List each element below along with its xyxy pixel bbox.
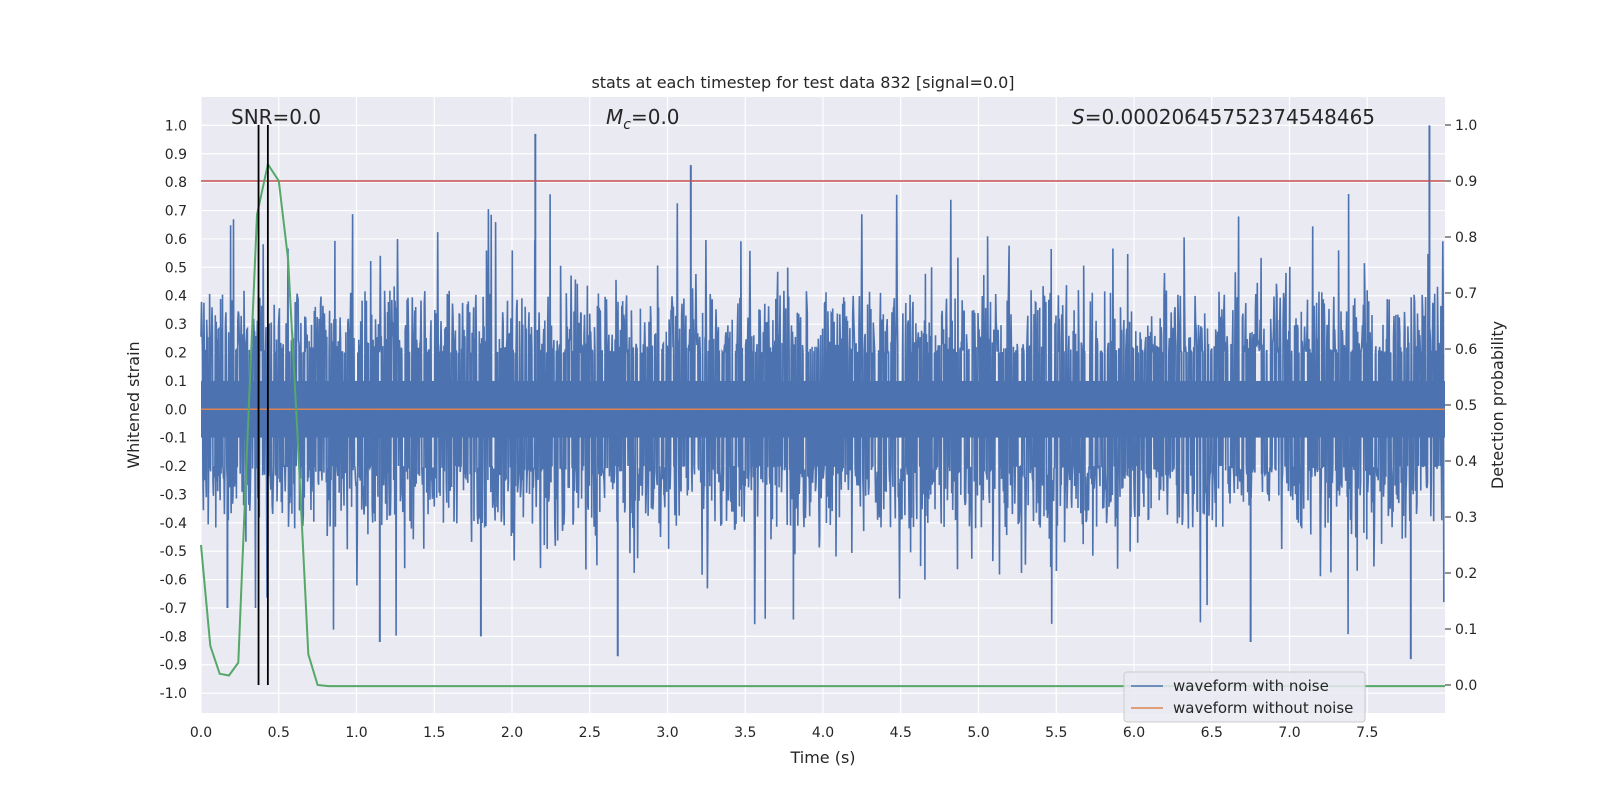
y-tick-label: -0.2 <box>160 459 187 475</box>
y-tick-label: 0.8 <box>165 175 187 191</box>
snr-annotation: SNR=0.0 <box>231 105 321 129</box>
y2-tick-label: 0.9 <box>1455 174 1477 190</box>
y-tick-label: 0.6 <box>165 232 187 248</box>
x-tick-label: 0.0 <box>190 725 212 741</box>
legend: waveform with noise waveform without noi… <box>1123 671 1366 723</box>
x-tick-label: 1.0 <box>345 725 367 741</box>
y-tick-label: -0.8 <box>160 629 187 645</box>
x-tick-label: 1.5 <box>423 725 445 741</box>
y-tick-label: -0.7 <box>160 601 187 617</box>
legend-label-waveform-without-noise: waveform without noise <box>1173 699 1353 717</box>
overlay-lines <box>200 125 1445 688</box>
x-tick-label: 4.0 <box>812 725 834 741</box>
y2-tick-label: 0.8 <box>1455 230 1477 246</box>
x-tick-label: 3.5 <box>734 725 756 741</box>
detection-probability-line <box>200 161 1445 688</box>
x-tick-label: 5.0 <box>967 725 989 741</box>
y-tick-label: -0.9 <box>160 658 187 674</box>
x-tick-label: 6.5 <box>1201 725 1223 741</box>
y-tick-label: -1.0 <box>160 686 187 702</box>
s-annotation: S=0.00020645752374548465 <box>1072 105 1375 129</box>
noise-trace <box>200 193 1445 636</box>
x-axis-label: Time (s) <box>789 748 855 767</box>
y-tick-label: 0.2 <box>165 345 187 361</box>
x-tick-label: 7.0 <box>1278 725 1300 741</box>
y-tick-label: 0.0 <box>165 402 187 418</box>
x-tick-label: 3.0 <box>656 725 678 741</box>
y-tick-label: 0.7 <box>165 204 187 220</box>
y2-tick-label: 0.1 <box>1455 622 1477 638</box>
chirp-mass-annotation: Mc=0.0 <box>606 105 680 133</box>
y-tick-label: 0.5 <box>165 260 187 276</box>
y2-tick-label: 0.0 <box>1455 678 1477 694</box>
y-tick-label: -0.4 <box>160 516 187 532</box>
y2-tick-label: 0.7 <box>1455 286 1477 302</box>
x-tick-label: 2.5 <box>579 725 601 741</box>
y-tick-label: 0.1 <box>165 374 187 390</box>
y-tick-label: -0.3 <box>160 487 187 503</box>
x-tick-label: 2.0 <box>501 725 523 741</box>
y2-tick-label: 0.2 <box>1455 566 1477 582</box>
chirp-mass-value: =0.0 <box>631 105 680 129</box>
s-symbol: S <box>1072 105 1085 129</box>
y-tick-label: 1.0 <box>165 118 187 134</box>
y-tick-label: 0.9 <box>165 147 187 163</box>
x-axis-ticks: 0.0 0.5 1.0 1.5 2.0 2.5 3.0 3.5 4.0 4.5 5.0 5.5 6.0 6… <box>190 725 1379 741</box>
chirp-mass-subscript: c <box>623 117 631 133</box>
y-tick-label: 0.3 <box>165 317 187 333</box>
x-tick-label: 5.5 <box>1045 725 1067 741</box>
s-value: =0.00020645752374548465 <box>1085 105 1375 129</box>
y2-tick-label: 1.0 <box>1455 118 1477 134</box>
y2-axis-ticks: 1.0 0.9 0.8 0.7 0.6 0.5 0.4 0.3 0.2 0.1 0.0 <box>1445 118 1477 694</box>
y-tick-label: -0.1 <box>160 431 187 447</box>
x-tick-label: 7.5 <box>1356 725 1378 741</box>
legend-box <box>1123 671 1366 723</box>
legend-label-waveform-with-noise: waveform with noise <box>1173 677 1329 695</box>
x-tick-label: 6.0 <box>1123 725 1145 741</box>
x-tick-label: 0.5 <box>268 725 290 741</box>
y-tick-label: -0.5 <box>160 544 187 560</box>
y2-axis-label: Detection probability <box>1488 321 1507 489</box>
x-tick-label: 4.5 <box>890 725 912 741</box>
y-axis-ticks: 1.0 0.9 0.8 0.7 0.6 0.5 0.4 0.3 0.2 0.1 0.0 -0.1 -0.… <box>160 118 187 702</box>
y2-tick-label: 0.6 <box>1455 342 1477 358</box>
y-axis-label: Whitened strain <box>124 341 143 468</box>
y-tick-label: -0.6 <box>160 573 187 589</box>
y2-tick-label: 0.5 <box>1455 398 1477 414</box>
chart-title: stats at each timestep for test data 832… <box>591 73 1014 92</box>
chirp-mass-symbol: M <box>606 105 623 129</box>
y2-tick-label: 0.4 <box>1455 454 1477 470</box>
y2-tick-label: 0.3 <box>1455 510 1477 526</box>
y-tick-label: 0.4 <box>165 289 187 305</box>
